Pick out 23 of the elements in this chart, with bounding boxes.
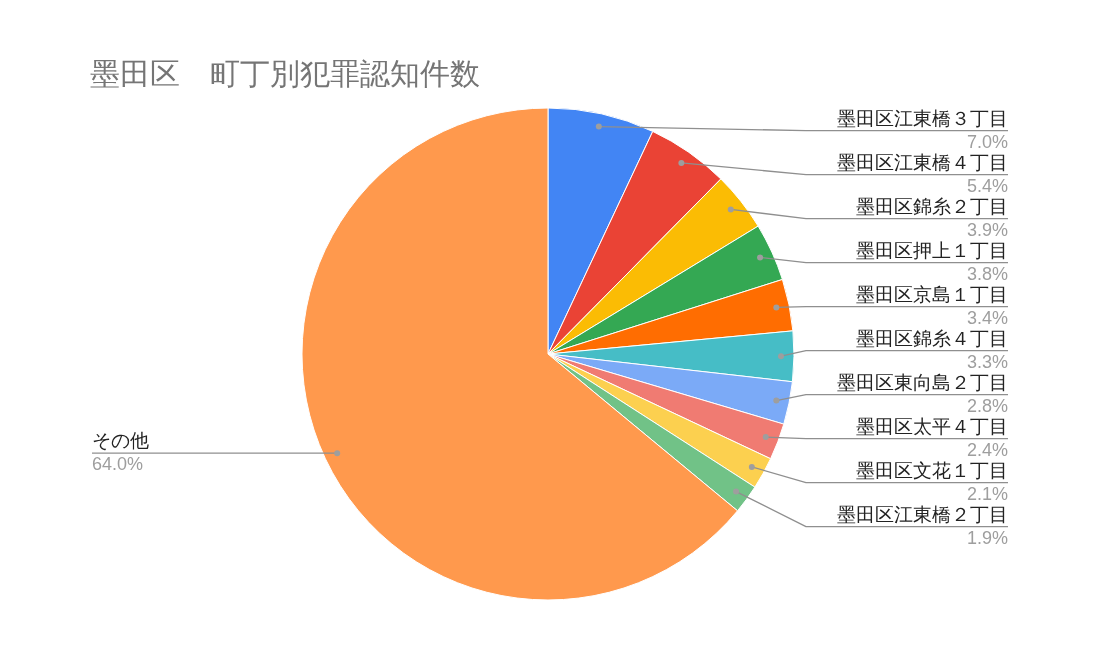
slice-label: 墨田区江東橋４丁目 <box>837 151 1008 173</box>
data-label: 2.4% <box>966 439 1008 460</box>
data-label: 3.3% <box>966 351 1008 372</box>
data-label: 5.4% <box>966 175 1008 196</box>
data-label: 2.8% <box>966 395 1008 416</box>
slice-label: 墨田区江東橋３丁目 <box>837 107 1008 129</box>
slice-label: 墨田区東向島２丁目 <box>837 371 1008 393</box>
slice-label: 墨田区江東橋２丁目 <box>837 503 1008 525</box>
slice-label: 墨田区文花１丁目 <box>856 459 1008 481</box>
data-label: 3.8% <box>966 263 1008 284</box>
slice-label: その他 <box>92 430 149 452</box>
data-label: 7.0% <box>966 131 1008 152</box>
slice-label: 墨田区錦糸４丁目 <box>856 327 1008 349</box>
slice-label: 墨田区押上１丁目 <box>856 239 1008 261</box>
data-label: 64.0% <box>92 454 144 475</box>
title: 墨田区 町丁別犯罪認知件数 <box>90 57 480 90</box>
data-label: 2.1% <box>966 483 1008 504</box>
slice-label: 墨田区錦糸２丁目 <box>856 195 1008 217</box>
slice-label: 墨田区太平４丁目 <box>856 415 1008 437</box>
data-label: 3.9% <box>966 219 1008 240</box>
slice-label: 墨田区京島１丁目 <box>856 283 1008 305</box>
data-label: 1.9% <box>966 527 1008 548</box>
data-label: 3.4% <box>966 307 1008 328</box>
